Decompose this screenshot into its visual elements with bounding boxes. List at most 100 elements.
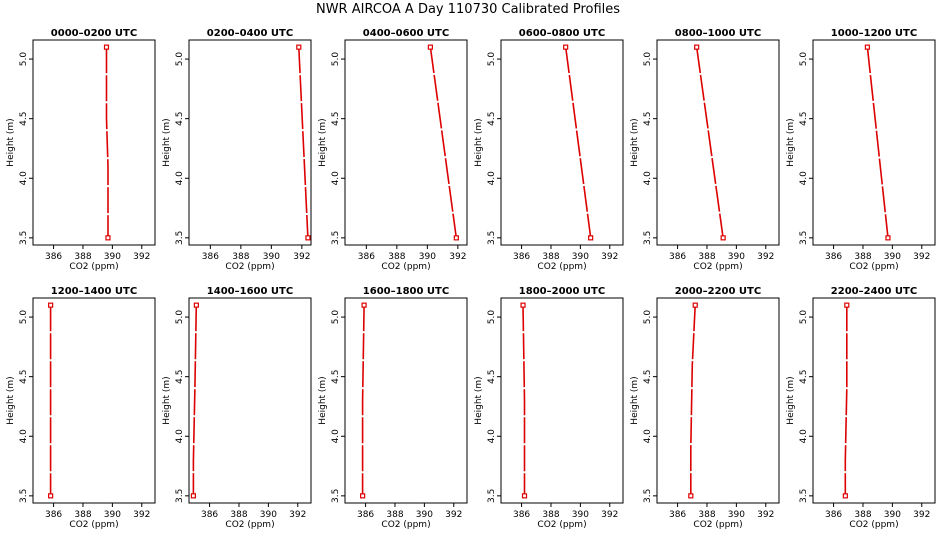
data-point-marker — [520, 302, 526, 308]
data-point-marker — [864, 44, 870, 50]
x-tick-label: 392 — [601, 252, 618, 262]
y-tick-label: 4.5 — [331, 369, 341, 383]
x-tick-label: 388 — [698, 252, 715, 262]
y-axis-label: Height (m) — [474, 376, 484, 424]
y-tick-label: 3.5 — [487, 231, 497, 245]
x-tick-label: 390 — [104, 252, 121, 262]
x-axis-label: CO2 (ppm) — [693, 262, 742, 272]
x-tick-label: 390 — [728, 510, 745, 520]
panel-title: 0800–1000 UTC — [675, 28, 761, 39]
y-tick-label: 5.0 — [175, 310, 185, 325]
y-tick-label: 4.5 — [643, 369, 653, 383]
x-axis-label: CO2 (ppm) — [225, 262, 274, 272]
data-point-marker — [361, 302, 367, 308]
data-point-marker — [521, 493, 528, 499]
panel: 1200–1400 UTC 386 388 390 392 3.5 4.0 4.5 5.0 CO2… — [6, 286, 156, 530]
profile-line — [689, 305, 696, 496]
y-axis-label: Height (m) — [630, 376, 640, 424]
y-tick-label: 4.0 — [175, 429, 185, 444]
x-tick-label: 392 — [757, 252, 774, 262]
data-point-marker — [427, 44, 433, 50]
x-tick-label: 390 — [419, 252, 436, 262]
x-tick-label: 390 — [260, 510, 277, 520]
y-axis-label: Height (m) — [786, 376, 796, 424]
y-axis-label: Height (m) — [474, 118, 484, 166]
panel-title: 0600–0800 UTC — [519, 28, 605, 39]
plot-frame — [188, 297, 312, 504]
data-point-marker — [692, 302, 698, 308]
y-tick-label: 4.0 — [19, 171, 29, 186]
data-point-marker — [48, 302, 54, 308]
plot-frame — [344, 297, 468, 504]
panel: 2000–2200 UTC 386 388 390 392 3.5 4.0 4.5 5.0 CO2… — [630, 286, 780, 530]
plot-frame — [500, 297, 624, 504]
x-tick-label: 392 — [289, 510, 306, 520]
x-tick-label: 392 — [913, 252, 930, 262]
x-tick-label: 386 — [669, 252, 686, 262]
x-axis-label: CO2 (ppm) — [693, 520, 742, 530]
x-tick-label: 388 — [854, 510, 871, 520]
panel: 1800–2000 UTC 386 388 390 392 3.5 4.0 4.5 5.0 CO2… — [474, 286, 624, 530]
plot-frame — [812, 297, 936, 504]
data-point-marker — [105, 235, 111, 241]
x-tick-label: 386 — [202, 252, 219, 262]
profile-line — [564, 47, 592, 238]
y-tick-label: 4.5 — [799, 369, 809, 383]
x-tick-label: 388 — [230, 510, 247, 520]
y-tick-label: 3.5 — [643, 231, 653, 245]
plot-frame — [32, 39, 156, 246]
profile-line — [695, 47, 724, 238]
x-tick-label: 392 — [133, 252, 150, 262]
profile-line — [866, 47, 889, 238]
y-tick-label: 4.5 — [487, 369, 497, 383]
x-tick-label: 388 — [386, 510, 403, 520]
data-point-marker — [694, 44, 700, 50]
x-axis-label: CO2 (ppm) — [225, 520, 274, 530]
y-tick-label: 3.5 — [331, 489, 341, 503]
plot-frame — [500, 39, 624, 246]
data-point-marker — [190, 493, 197, 499]
x-tick-label: 390 — [884, 252, 901, 262]
y-tick-label: 5.0 — [331, 310, 341, 325]
y-tick-label: 3.5 — [799, 231, 809, 245]
data-point-marker — [305, 235, 311, 241]
x-tick-label: 388 — [542, 252, 559, 262]
y-tick-label: 5.0 — [487, 310, 497, 325]
y-tick-label: 5.0 — [19, 52, 29, 67]
y-axis-label: Height (m) — [6, 376, 16, 424]
y-tick-label: 5.0 — [643, 52, 653, 67]
x-axis-label: CO2 (ppm) — [849, 520, 898, 530]
panel-title: 0000–0200 UTC — [51, 28, 137, 39]
y-tick-label: 5.0 — [487, 52, 497, 67]
panel-title: 0400–0600 UTC — [363, 28, 449, 39]
y-tick-label: 4.0 — [799, 171, 809, 186]
y-tick-label: 4.0 — [331, 429, 341, 444]
y-tick-label: 3.5 — [799, 489, 809, 503]
x-tick-label: 386 — [669, 510, 686, 520]
y-tick-label: 3.5 — [175, 231, 185, 245]
x-tick-label: 390 — [104, 510, 121, 520]
x-tick-label: 386 — [45, 252, 62, 262]
x-tick-label: 388 — [388, 252, 405, 262]
data-point-marker — [842, 493, 848, 499]
x-axis-label: CO2 (ppm) — [381, 520, 430, 530]
panel: 0800–1000 UTC 386 388 390 392 3.5 4.0 4.5 5.0 CO2… — [630, 28, 780, 272]
y-tick-label: 4.5 — [175, 369, 185, 383]
y-tick-label: 4.0 — [643, 429, 653, 444]
panel: 0400–0600 UTC 386 388 390 392 3.5 4.0 4.5 5.0 CO2… — [318, 28, 468, 272]
y-tick-label: 5.0 — [331, 52, 341, 67]
x-tick-label: 386 — [513, 252, 530, 262]
y-tick-label: 4.0 — [643, 171, 653, 186]
panel: 1000–1200 UTC 386 388 390 392 3.5 4.0 4.5 5.0 CO2… — [786, 28, 936, 272]
x-tick-label: 390 — [572, 510, 589, 520]
y-tick-label: 5.0 — [175, 52, 185, 67]
y-axis-label: Height (m) — [318, 118, 328, 166]
x-tick-label: 388 — [542, 510, 559, 520]
y-tick-label: 3.5 — [643, 489, 653, 503]
x-tick-label: 388 — [232, 252, 249, 262]
panel-title: 1600–1800 UTC — [363, 286, 449, 297]
x-axis-label: CO2 (ppm) — [849, 262, 898, 272]
plot-frame — [656, 297, 780, 504]
x-tick-label: 386 — [45, 510, 62, 520]
plot-frame — [656, 39, 780, 246]
